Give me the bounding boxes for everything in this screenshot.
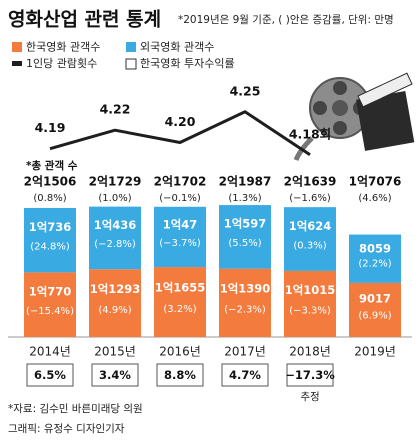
change-label: (3.2%)	[163, 304, 196, 315]
value-label: 1억624	[289, 219, 332, 233]
bar	[154, 206, 206, 268]
total-name: *총 관객 수	[26, 159, 78, 172]
bar	[89, 269, 141, 337]
legend-swatch	[125, 58, 137, 70]
x-tick-label: 2016년	[159, 345, 201, 359]
total-change: (−0.1%)	[159, 193, 201, 204]
value-label: 9017	[359, 292, 391, 306]
total-label: 2억1702	[154, 175, 207, 189]
x-tick-label: 2014년	[29, 345, 71, 359]
change-label: (−3.7%)	[159, 238, 201, 249]
roi-label: 4.7%	[229, 368, 261, 382]
x-tick-label: 2017년	[224, 345, 266, 359]
total-change: (−1.6%)	[289, 193, 331, 204]
roi-box	[26, 363, 74, 387]
value-label: 1억736	[29, 220, 72, 234]
x-tick-label: 2019년	[354, 345, 396, 359]
line-label: 4.19	[35, 120, 66, 135]
change-label: (−2.8%)	[94, 239, 136, 250]
bar	[284, 207, 336, 271]
total-label: 2억1506	[24, 175, 77, 189]
line-label: 4.22	[100, 102, 131, 117]
roi-box	[221, 363, 269, 387]
line	[49, 110, 311, 157]
total-change: (1.0%)	[98, 193, 131, 204]
legend-label: 외국영화 관객수	[140, 41, 214, 54]
bar	[154, 267, 206, 337]
total-change: (1.3%)	[228, 193, 261, 204]
change-label: (24.8%)	[30, 242, 70, 253]
change-label: (−15.4%)	[26, 306, 74, 317]
value-label: 1억1015	[285, 283, 336, 297]
roi-label: −17.3%	[285, 368, 335, 382]
legend-swatch	[126, 42, 136, 52]
legend-label: 1인당 관람횟수	[26, 57, 97, 70]
legend-label: 한국영화 투자수익률	[140, 57, 235, 70]
value-label: 1억47	[163, 217, 198, 231]
total-change: (4.6%)	[358, 193, 391, 204]
bar	[349, 234, 401, 283]
x-tick-label: 2018년	[289, 345, 331, 359]
title: 영화산업 관련 통계	[8, 9, 161, 31]
roi-box	[156, 363, 204, 387]
change-label: (6.9%)	[358, 310, 391, 321]
roi-box	[286, 363, 334, 387]
value-label: 1억1390	[220, 282, 271, 296]
film-illustration	[293, 72, 415, 161]
note: *2019년은 9월 기준, ( )안은 증감률, 단위: 만명	[178, 13, 394, 26]
total-label: 2억1639	[284, 175, 337, 189]
total-label: 2억1729	[89, 175, 142, 189]
change-label: (−3.3%)	[289, 306, 331, 317]
roi-note: 추정	[300, 391, 319, 403]
value-label: 1억1655	[155, 281, 206, 295]
change-label: (0.3%)	[293, 240, 326, 251]
bar	[24, 272, 76, 337]
value-label: 8059	[359, 242, 391, 256]
legend-swatch	[12, 42, 22, 52]
roi-box	[91, 363, 139, 387]
legend-label: 한국영화 관객수	[26, 41, 100, 54]
change-label: (−2.3%)	[224, 305, 266, 316]
bar	[349, 282, 401, 337]
line-label: 4.18회	[289, 126, 331, 141]
roi-label: 8.8%	[164, 368, 196, 382]
total-change: (0.8%)	[33, 193, 66, 204]
legend-swatch	[12, 61, 22, 66]
change-label: (2.2%)	[358, 259, 391, 270]
line-label: 4.20	[165, 114, 196, 129]
x-tick-label: 2015년	[94, 345, 136, 359]
value-label: 1억597	[224, 217, 267, 231]
change-label: (5.5%)	[228, 238, 261, 249]
total-label: 2억1987	[219, 175, 272, 189]
line-label: 4.25	[230, 83, 261, 98]
bar	[24, 207, 76, 273]
value-label: 1억770	[29, 284, 72, 298]
bar	[89, 206, 141, 270]
bar	[219, 268, 271, 337]
change-label: (4.9%)	[98, 305, 131, 316]
value-label: 1억436	[94, 218, 137, 232]
total-label: 1억7076	[349, 175, 402, 189]
roi-label: 3.4%	[99, 368, 131, 382]
bar	[284, 270, 336, 337]
value-label: 1억1293	[90, 282, 141, 296]
roi-label: 6.5%	[34, 368, 66, 382]
source: *자료: 김수민 바른미래당 의원	[8, 403, 143, 415]
credit: 그래픽: 유정수 디자인기자	[8, 423, 125, 435]
bar	[219, 205, 271, 269]
